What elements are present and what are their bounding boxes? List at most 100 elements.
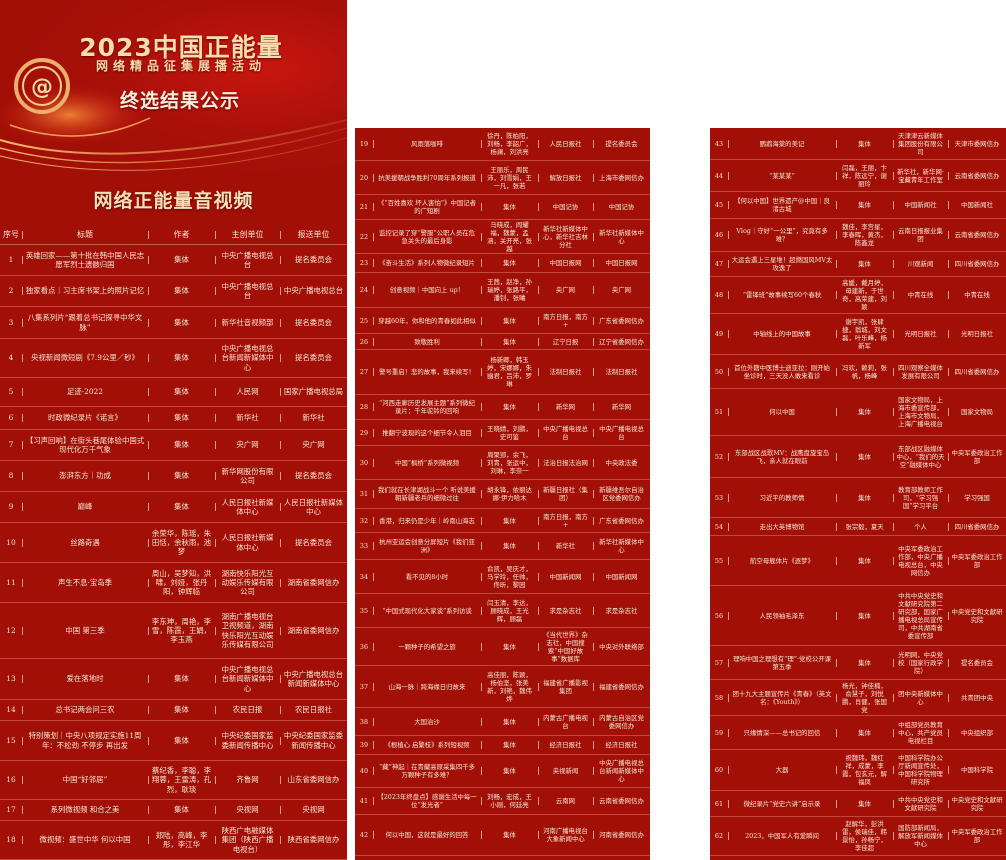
cell-row-number: 55: [714, 556, 724, 565]
column-header-row-number: 序号: [3, 230, 19, 239]
table-row: 39 《根植心 启繁枝》系列短视频 集体 经济日报社 经济日报社: [355, 736, 650, 755]
cell-row-number: 25: [359, 316, 369, 325]
cell-submitter: 共青团中央: [948, 680, 1006, 715]
cell-author: 集体: [481, 628, 538, 665]
table-row: 41 【2023年终盘点】感谢生活中每一位“发光者” 刘畅，宏成，王小刚，何廷亮 云南…: [355, 788, 650, 815]
table-row: 49 中轴线上的中国故事 谢宇凯，张肆捷，翁城，刘文磊，叶乐峰，杨新军 光明日报社 光明…: [710, 314, 1006, 355]
cell-author: 集体: [148, 307, 215, 338]
cell-row-number: 53: [714, 493, 724, 502]
table-row: 13 爱在落地时 集体 中央广播电视总台新闻新媒体中心 中央广播电视总台新闻新媒体中心: [0, 659, 347, 700]
cell-author: 集体: [148, 659, 215, 699]
cell-row-number: 10: [6, 537, 16, 547]
cell-author: 周山，吴梦知，洪啸，刘娅，张丹阳，钟辉临: [148, 563, 215, 602]
table-row: 17 系列微视频 和合之美 集体 央视网 央视网: [0, 800, 347, 821]
cell-title: 大国治沙: [373, 708, 481, 735]
cell-title: 一颗种子的希望之旅: [373, 628, 481, 665]
table-row: 15 特别策划｜中央八项规定实施11周年：不松劲 不停步 再出发 集体 中央纪委国家监…: [0, 721, 347, 761]
results-panel-2: 19 风雨落咖啡 徐丹，陈柏阳，刘畅，李韶广，杨澜，刘洪亮 人民日报社 提名委员会 20 抗…: [355, 128, 650, 860]
cell-title: 大运会遇上三星堆！超燃国风MV太攻逸了: [728, 252, 836, 276]
cell-submitter: 中央组织部: [948, 716, 1006, 749]
table-row: 43 鹦鹉海棠的美记 集体 天津津云新媒体集团股份有限公司 天津市委网信办: [710, 128, 1006, 160]
result-heading: 终选结果公示: [119, 90, 240, 112]
cell-author: 集体: [836, 252, 893, 276]
cell-submitter: 国家文物局: [948, 389, 1006, 435]
cell-title: 中国 第三季: [22, 603, 148, 658]
cell-author: 集体: [148, 700, 215, 720]
cell-producer: 南方日报，南方+: [538, 509, 593, 532]
table-row: 33 杭州亚运会创意分屏短片《我们亚洲》 集体 新华社 新华社新媒体中心: [355, 533, 650, 560]
cell-title: 穿越60年，你和他的青春如此相似: [373, 308, 481, 333]
results-panel-3: 43 鹦鹉海棠的美记 集体 天津津云新媒体集团股份有限公司 天津市委网信办 44 “某某某”…: [710, 128, 1006, 860]
cell-title: 推翻宁波现的这个细节令人泪目: [373, 420, 481, 445]
cell-author: 刘畅，宏成，王小刚，何廷亮: [481, 788, 538, 814]
cell-row-number: 37: [359, 682, 369, 691]
cell-row-number: 13: [6, 674, 16, 684]
cell-producer: 南方日报，南方+: [538, 308, 593, 333]
table-row: 30 中国“枫桥”系列微视频 周聚郢，余飞，刘青，张运中，刘琳，李奈一 法治日报法治网…: [355, 446, 650, 480]
cell-row-number: 48: [714, 291, 724, 299]
cell-title: 习近平的教师情: [728, 478, 836, 517]
cell-producer: 中央广播电视总台: [215, 276, 280, 306]
cell-producer: 央视新闻: [538, 755, 593, 787]
cell-title: Vlog｜守好“一公里”，究竟有多难？: [728, 219, 836, 251]
table-row: 22 监控记录了穿“警服”公职人员在危急关头的最后身影 马晓成，阎耀福，魏蒙，孟涵，…: [355, 220, 650, 254]
cell-title: 航空母舰体片《逐梦》: [728, 536, 836, 585]
results-table-1: 序号 标题 作者 主创单位 报送单位 1 英雄回家——第十批在韩中国人民志愿军烈士遗骸归国集…: [0, 226, 347, 860]
cell-author: 集体: [836, 436, 893, 477]
cell-title: 警号重启！悲的故事，我来续写！: [373, 350, 481, 394]
cell-author: 集体: [481, 736, 538, 754]
column-header-title: 标题: [22, 226, 148, 244]
table-row: 37 山海一脉｜跨海缘日归故来 高佳丽，陈颖，杨伯坚，张美新，刘艳，魏伟烨 福建省广播…: [355, 666, 650, 708]
cell-producer: 国防部新闻局，解放军新闻媒体中心: [893, 817, 948, 855]
cell-title: “某某某”: [728, 160, 836, 191]
cell-row-number: 46: [714, 231, 724, 239]
cell-submitter: 中央广播电视总台新闻新媒体中心: [280, 659, 347, 699]
cell-author: 集体: [481, 708, 538, 735]
table-row: 18 微视频：盛世中华 何以中国 郑陆，高峰，李彤，李江华 陕西广电融媒体集团（陕西广…: [0, 821, 347, 860]
cell-producer: 法治日报法治网: [538, 446, 593, 479]
cell-producer: 湖南快乐阳光互动娱乐传媒有限公司: [215, 563, 280, 602]
results-table-2: 19 风雨落咖啡 徐丹，陈柏阳，刘畅，李韶广，杨澜，刘洪亮 人民日报社 提名委员会 20 抗…: [355, 128, 650, 856]
cell-producer: 中央广播电视总台: [215, 245, 280, 275]
cell-producer: 内蒙古广播电视台: [538, 708, 593, 735]
cell-producer: 个人: [893, 518, 948, 535]
cell-producer: 新华网股份有限公司: [215, 461, 280, 491]
cell-producer: 中国新闻社: [893, 192, 948, 218]
cell-title: 《根植心 启繁枝》系列短视频: [373, 736, 481, 754]
cell-author: 集体: [481, 509, 538, 532]
cell-submitter: 央广网: [280, 430, 347, 460]
cell-row-number: 11: [6, 577, 16, 587]
cell-submitter: 求是杂志社: [593, 594, 650, 627]
table-row: 5 足迹·2022 集体 人民网 国家广播电视总局: [0, 378, 347, 407]
table-row: 42 何以中国，这就是最好的回答 集体 河南广播电视台大象新闻中心 河南省委网信办: [355, 815, 650, 856]
cell-title: 《奋斗生活》系列人物微纪录短片: [373, 254, 481, 272]
table-row: 46 Vlog｜守好“一公里”，究竟有多难？ 魏佳，李宫星，李春晖，黄杰，陈鑫龙 云南…: [710, 219, 1006, 252]
cell-row-number: 44: [714, 171, 724, 180]
table-row: 12 中国 第三季 李东珅，周艳，李雪，陈霞，王娟，李玉燕 湖南广播电视台卫视频道，湖…: [0, 603, 347, 659]
cell-submitter: 提名委员会: [280, 523, 347, 562]
cell-row-number: 51: [714, 408, 724, 416]
cell-author: 集体: [836, 478, 893, 517]
cell-row-number: 21: [359, 203, 369, 211]
cell-producer: 中国记协: [538, 195, 593, 219]
cell-title: 【2023年终盘点】感谢生活中每一位“发光者”: [373, 788, 481, 814]
cell-submitter: 山东省委网信办: [280, 761, 347, 799]
cell-submitter: 新华社: [280, 407, 347, 429]
cell-title: 时政微纪录片《诺言》: [22, 407, 148, 429]
cell-producer: 川观新闻: [893, 252, 948, 276]
cell-author: 集体: [481, 815, 538, 855]
cell-author: 集体: [148, 407, 215, 429]
cell-row-number: 62: [714, 832, 724, 840]
cell-row-number: 39: [359, 741, 369, 749]
cell-submitter: 经济日报社: [593, 736, 650, 754]
cell-title: 东部战区战歌MV：战鹰盘旋宝岛飞，亲人就在眼前: [728, 436, 836, 477]
table-row: 50 首位外籍中医博士迪亚拉：刚开始坐诊时，三天没人敢来看诊 冯欢，赖莉，张帆，杨峰…: [710, 355, 1006, 389]
cell-producer: 中国科学院办公厅新闻宣传处，中国科学院物理研究所: [893, 750, 948, 790]
table-row: 11 声生不息·宝岛季 周山，吴梦知，洪啸，刘娅，张丹阳，钟辉临 湖南快乐阳光互动娱乐…: [0, 563, 347, 603]
cell-producer: 解放日报社: [538, 161, 593, 194]
cell-title: 中国“好邻居”: [22, 761, 148, 799]
cell-submitter: 新疆维吾尔自治区党委网信办: [593, 480, 650, 508]
table-row: 16 中国“好邻居” 蔡纪香，李聪，李翔蓉，王雷涛，孔烈，耿琰 齐鲁网 山东省委网信办: [0, 761, 347, 800]
cell-submitter: 央视网: [280, 800, 347, 820]
results-table-3: 43 鹦鹉海棠的美记 集体 天津津云新媒体集团股份有限公司 天津市委网信办 44 “某某某”…: [710, 128, 1006, 856]
